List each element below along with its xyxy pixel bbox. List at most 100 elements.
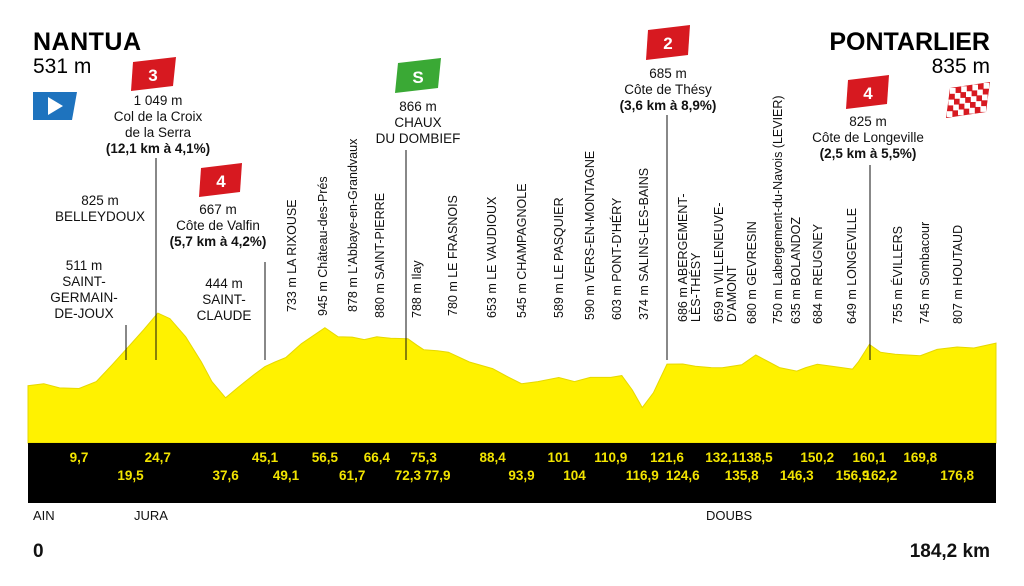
climb-category: 4	[216, 172, 226, 191]
climb-category: 3	[148, 66, 157, 85]
distance-start: 0	[33, 541, 44, 562]
km-marker: 169,8	[903, 450, 937, 465]
climb-name: Côte de Valfin	[176, 218, 260, 233]
sprint-name: DU DOMBIEF	[376, 131, 461, 146]
climb-name: de la Serra	[125, 125, 192, 140]
place-label-vertical: 635 m BOLANDOZ	[789, 217, 803, 324]
climb-category: 4	[863, 84, 873, 103]
place-name: CLAUDE	[197, 308, 252, 323]
distance-total: 184,2 km	[910, 541, 990, 562]
marker-lines	[125, 115, 871, 360]
place-label-vertical: 659 m VILLENEUVE-	[712, 203, 726, 323]
svg-text:S: S	[412, 68, 423, 87]
km-markers: 9,719,524,737,645,149,156,561,766,472,37…	[70, 450, 975, 483]
start-name: NANTUA	[33, 28, 142, 56]
place-label-vertical: 945 m Château-des-Prés	[316, 176, 330, 316]
place-label-vertical: 545 m CHAMPAGNOLE	[515, 183, 529, 318]
place-label-vertical: 653 m LE VAUDIOUX	[485, 196, 499, 318]
place-label-vertical: 807 m HOUTAUD	[951, 225, 965, 324]
km-marker: 61,7	[339, 468, 365, 483]
sprint-altitude: 866 m	[399, 99, 437, 114]
place-name: BELLEYDOUX	[55, 209, 145, 224]
km-marker: 138,5	[739, 450, 773, 465]
km-marker: 104	[563, 468, 586, 483]
km-marker: 150,2	[800, 450, 834, 465]
sprint-name: CHAUX	[394, 115, 441, 130]
place-label-vertical: 880 m SAINT-PIERRE	[373, 193, 387, 318]
place-altitude: 825 m	[81, 193, 119, 208]
place-label-vertical: 590 m VERS-EN-MONTAGNE	[583, 151, 597, 320]
km-marker: 56,5	[312, 450, 339, 465]
elevation-profile-area	[27, 312, 997, 444]
place-label-vertical: 878 m L'Abbaye-en-Grandvaux	[346, 138, 360, 312]
region-label: DOUBS	[706, 508, 753, 523]
km-marker: 116,9	[626, 468, 659, 483]
climb-detail: (12,1 km à 4,1%)	[106, 141, 210, 156]
place-label-vertical: 680 m GEVRESIN	[745, 221, 759, 324]
region-label: JURA	[134, 508, 168, 523]
place-label-vertical: 788 m Ilay	[410, 260, 424, 318]
climb-badge-icon: 2	[646, 25, 690, 60]
climb-badge-icon: 4	[199, 163, 242, 197]
km-marker: 66,4	[364, 450, 391, 465]
place-label-vertical: 686 m ABERGEMENT-	[676, 193, 690, 322]
km-marker: 93,9	[508, 468, 534, 483]
climb-detail: (5,7 km à 4,2%)	[170, 234, 267, 249]
place-label-vertical: 684 m REUGNEY	[811, 223, 825, 324]
climb-altitude: 825 m	[849, 114, 887, 129]
place-label-vertical: 649 m LONGEVILLE	[845, 208, 859, 324]
km-marker: 124,6	[666, 468, 700, 483]
place-label-vertical: 733 m LA RIXOUSE	[285, 199, 299, 312]
climb-altitude: 1 049 m	[134, 93, 183, 108]
climb-detail: (2,5 km à 5,5%)	[820, 146, 917, 161]
km-marker: 49,1	[273, 468, 300, 483]
climb-altitude: 667 m	[199, 202, 237, 217]
climb-name: Côte de Longeville	[812, 130, 924, 145]
km-marker: 88,4	[479, 450, 506, 465]
km-marker: 162,2	[864, 468, 898, 483]
km-marker: 146,3	[780, 468, 814, 483]
km-marker: 176,8	[940, 468, 974, 483]
climb-category: 2	[663, 34, 672, 53]
place-label-vertical: 589 m LE PASQUIER	[552, 197, 566, 318]
place-name: SAINT-	[202, 292, 246, 307]
climb-badge-icon: 4	[846, 75, 889, 109]
place-altitude: 511 m	[66, 258, 103, 273]
km-marker: 24,7	[145, 450, 171, 465]
km-marker: 9,7	[70, 450, 89, 465]
vertical-place-labels: 733 m LA RIXOUSE 945 m Château-des-Prés 87…	[285, 95, 965, 324]
place-name: DE-JOUX	[54, 306, 113, 321]
finish-altitude: 835 m	[932, 55, 990, 78]
km-marker: 156,9	[836, 468, 870, 483]
km-marker: 19,5	[117, 468, 144, 483]
km-marker: 37,6	[212, 468, 239, 483]
climb-badge-icon: 3	[131, 57, 176, 91]
km-marker: 132,1	[705, 450, 739, 465]
place-name: SAINT-	[62, 274, 106, 289]
km-marker: 75,3	[411, 450, 438, 465]
place-label-vertical: 603 m PONT-D'HÉRY	[609, 197, 624, 320]
place-label-vertical: 780 m LE FRASNOIS	[446, 195, 460, 316]
place-label-vertical: 374 m SALINS-LES-BAINS	[637, 168, 651, 320]
place-label-vertical: D'AMONT	[725, 265, 739, 322]
place-label-vertical: LÈS-THÉSY	[688, 252, 703, 322]
km-marker: 160,1	[853, 450, 887, 465]
km-marker: 45,1	[252, 450, 279, 465]
place-label-vertical: 750 m Labergement-du-Navois (LEVIER)	[771, 95, 785, 324]
km-marker: 121,6	[650, 450, 684, 465]
sprint-badge-icon: S	[395, 58, 441, 93]
place-altitude: 444 m	[205, 276, 243, 291]
start-altitude: 531 m	[33, 55, 91, 78]
km-marker: 101	[548, 450, 571, 465]
place-name: GERMAIN-	[50, 290, 118, 305]
finish-name: PONTARLIER	[829, 28, 990, 56]
finish-checker-pattern	[946, 82, 990, 117]
climb-name: Côte de Thésy	[624, 82, 712, 97]
distance-band	[28, 443, 996, 503]
km-marker: 77,9	[424, 468, 450, 483]
place-label-vertical: 745 m Sombacour	[918, 222, 932, 324]
place-label-vertical: 755 m ÉVILLERS	[890, 226, 905, 324]
km-marker: 110,9	[594, 450, 627, 465]
